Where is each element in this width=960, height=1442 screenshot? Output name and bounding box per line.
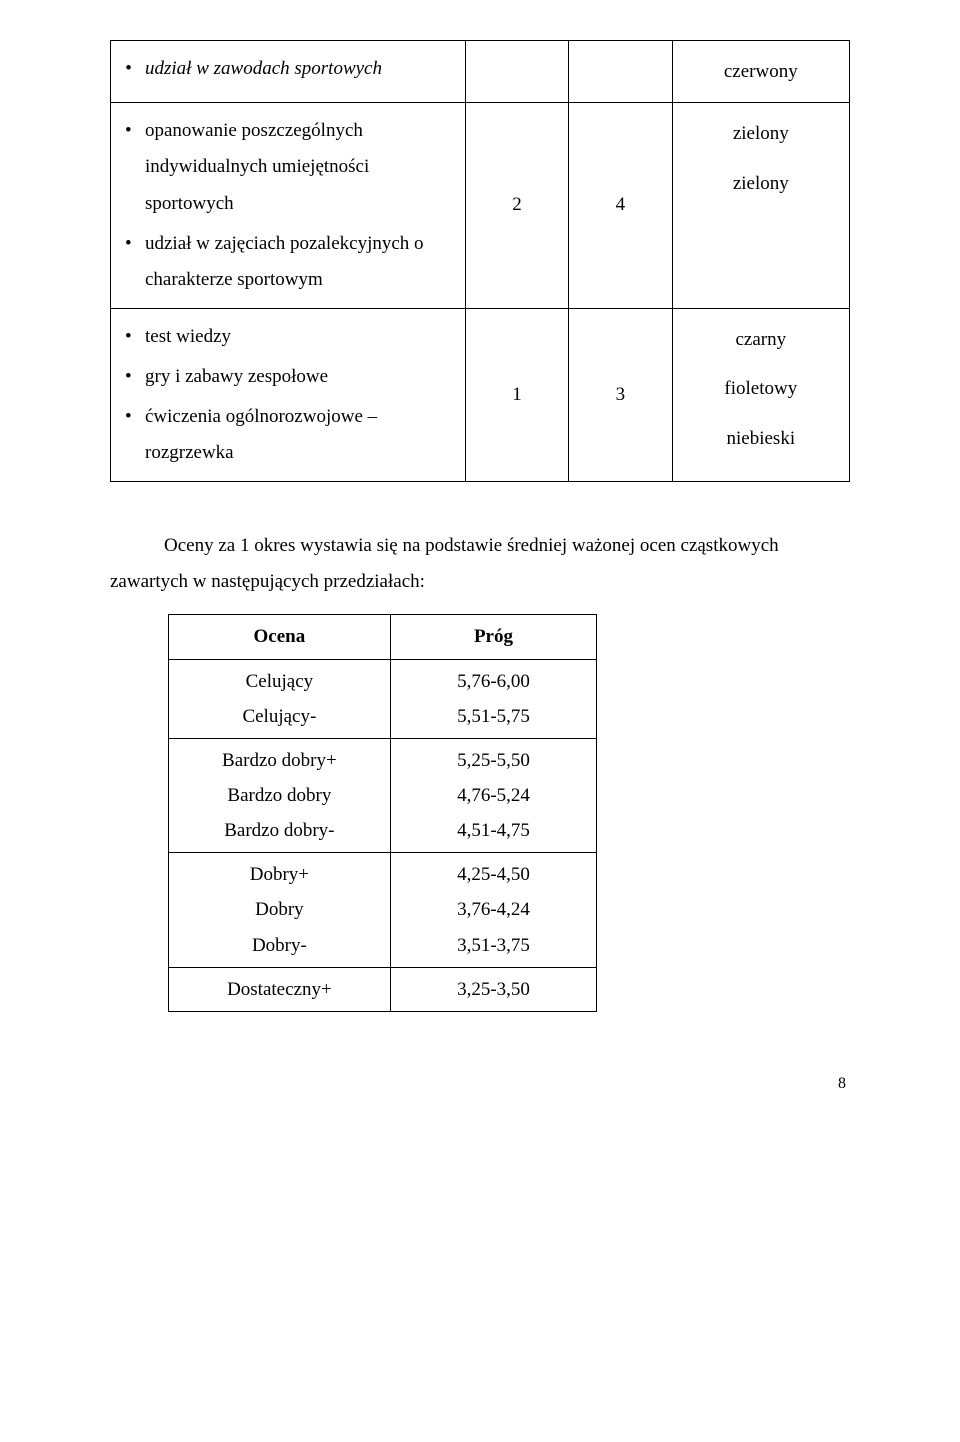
criteria-item: udział w zawodach sportowych — [121, 51, 455, 87]
grade-label: Bardzo dobry- — [181, 813, 378, 848]
grade-label: Dobry — [181, 892, 378, 927]
grade-label-cell: Bardzo dobry+Bardzo dobryBardzo dobry- — [169, 738, 391, 852]
grade-header-range: Próg — [390, 615, 596, 659]
grade-label: Celujący- — [181, 699, 378, 734]
grade-label: Dobry- — [181, 928, 378, 963]
weight-1-cell: 2 — [465, 103, 568, 308]
table-row: opanowanie poszczególnych indywidualnych… — [111, 103, 850, 308]
criteria-cell: opanowanie poszczególnych indywidualnych… — [111, 103, 466, 308]
grade-label: Dostateczny+ — [181, 972, 378, 1007]
criteria-item: gry i zabawy zespołowe — [121, 359, 455, 395]
grade-header-label: Ocena — [169, 615, 391, 659]
table-row: test wiedzy gry i zabawy zespołowe ćwiczen… — [111, 308, 850, 481]
grade-range: 5,25-5,50 — [403, 743, 584, 778]
color-cell: zielonyzielony — [672, 103, 849, 308]
grade-label-cell: Dobry+DobryDobry- — [169, 853, 391, 967]
intro-paragraph: Oceny za 1 okres wystawia się na podstaw… — [110, 528, 850, 600]
color-name: zielony — [683, 159, 839, 208]
page-number: 8 — [110, 1072, 850, 1096]
grade-label: Dobry+ — [181, 857, 378, 892]
weight-1-cell: 1 — [465, 308, 568, 481]
grade-label-cell: Dostateczny+ — [169, 967, 391, 1011]
grade-range: 3,76-4,24 — [403, 892, 584, 927]
color-cell: czerwony — [672, 41, 849, 103]
criteria-cell: test wiedzy gry i zabawy zespołowe ćwiczen… — [111, 308, 466, 481]
grade-label: Bardzo dobry — [181, 778, 378, 813]
color-name: fioletowy — [683, 364, 839, 413]
weight-2-cell: 4 — [569, 103, 672, 308]
table-row: udział w zawodach sportowych czerwony — [111, 41, 850, 103]
grade-range: 4,25-4,50 — [403, 857, 584, 892]
grade-range-cell: 4,25-4,503,76-4,243,51-3,75 — [390, 853, 596, 967]
color-name: niebieski — [683, 414, 839, 463]
criteria-item: opanowanie poszczególnych indywidualnych… — [121, 113, 455, 221]
grade-range-cell: 3,25-3,50 — [390, 967, 596, 1011]
color-name: zielony — [683, 109, 839, 158]
grade-range: 5,76-6,00 — [403, 664, 584, 699]
criteria-table: udział w zawodach sportowych czerwony opan… — [110, 40, 850, 482]
criteria-item: udział w zajęciach pozalekcyjnych o char… — [121, 226, 455, 298]
grade-table: OcenaPrógCelującyCelujący-5,76-6,005,51-… — [168, 614, 597, 1011]
weight-1-cell — [465, 41, 568, 103]
grade-range-cell: 5,76-6,005,51-5,75 — [390, 659, 596, 738]
grade-label-cell: CelującyCelujący- — [169, 659, 391, 738]
weight-2-cell — [569, 41, 672, 103]
grade-range-cell: 5,25-5,504,76-5,244,51-4,75 — [390, 738, 596, 852]
criteria-item: ćwiczenia ogólnorozwojowe – rozgrzewka — [121, 399, 455, 471]
grade-range: 3,25-3,50 — [403, 972, 584, 1007]
color-name: czarny — [683, 315, 839, 364]
criteria-item: test wiedzy — [121, 319, 455, 355]
grade-range: 5,51-5,75 — [403, 699, 584, 734]
table-row: Dostateczny+ 3,25-3,50 — [169, 967, 597, 1011]
grade-label: Celujący — [181, 664, 378, 699]
grade-range: 4,76-5,24 — [403, 778, 584, 813]
color-name: czerwony — [683, 47, 839, 96]
grade-range: 4,51-4,75 — [403, 813, 584, 848]
grade-range: 3,51-3,75 — [403, 928, 584, 963]
weight-2-cell: 3 — [569, 308, 672, 481]
table-row: Bardzo dobry+Bardzo dobryBardzo dobry-5,… — [169, 738, 597, 852]
criteria-cell: udział w zawodach sportowych — [111, 41, 466, 103]
table-row: Dobry+DobryDobry-4,25-4,503,76-4,243,51-… — [169, 853, 597, 967]
grade-label: Bardzo dobry+ — [181, 743, 378, 778]
table-row: CelującyCelujący-5,76-6,005,51-5,75 — [169, 659, 597, 738]
color-cell: czarnyfioletowyniebieski — [672, 308, 849, 481]
